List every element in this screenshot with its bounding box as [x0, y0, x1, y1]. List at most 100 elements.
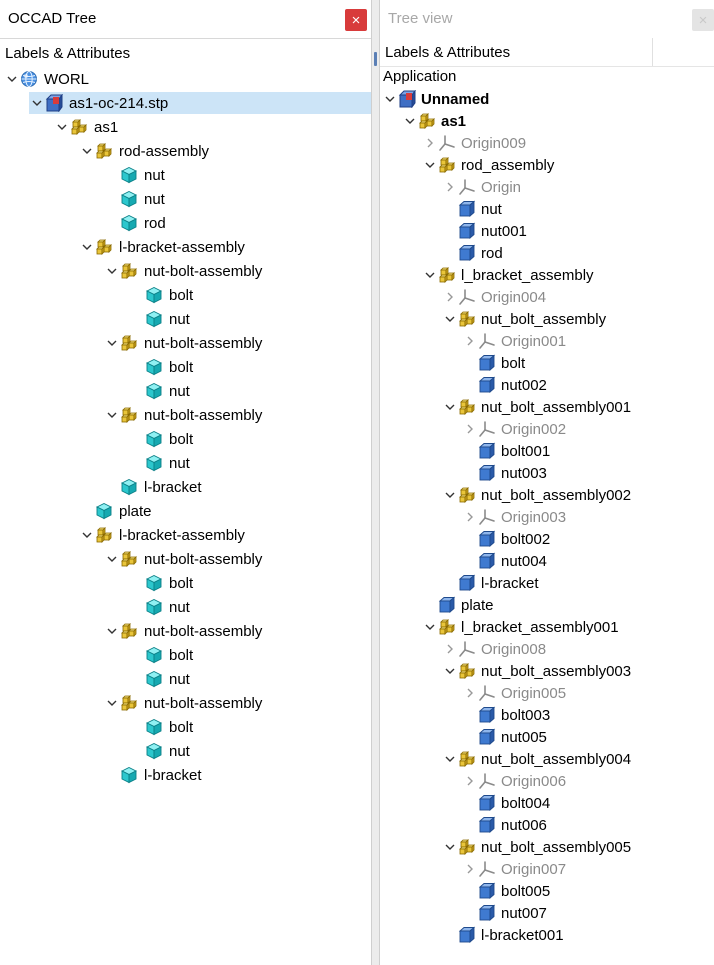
tree-item[interactable]: rod_assembly: [422, 154, 554, 176]
tree-item[interactable]: as1-oc-214.stp: [29, 92, 371, 114]
tree-item[interactable]: nut: [129, 452, 190, 474]
tree-item[interactable]: nut002: [462, 374, 547, 396]
chevron-down-icon[interactable]: [79, 524, 95, 546]
chevron-down-icon[interactable]: [402, 110, 418, 132]
tree-item[interactable]: Origin007: [462, 858, 566, 880]
tree-item[interactable]: nut-bolt-assembly: [104, 404, 262, 426]
tree-item[interactable]: nut_bolt_assembly003: [442, 660, 631, 682]
chevron-right-icon[interactable]: [462, 858, 478, 880]
chevron-down-icon[interactable]: [422, 616, 438, 638]
tree-item[interactable]: nut007: [462, 902, 547, 924]
tree-item[interactable]: nut-bolt-assembly: [104, 692, 262, 714]
close-button[interactable]: ×: [345, 9, 367, 31]
tree-item[interactable]: bolt: [129, 356, 193, 378]
tree-item[interactable]: nut-bolt-assembly: [104, 260, 262, 282]
tree-item[interactable]: WORL: [4, 68, 89, 90]
tree-item[interactable]: nut_bolt_assembly: [442, 308, 606, 330]
tree-item[interactable]: nut: [104, 164, 165, 186]
tree-item[interactable]: Origin002: [462, 418, 566, 440]
tree-item[interactable]: rod: [104, 212, 166, 234]
chevron-down-icon[interactable]: [104, 260, 120, 282]
tree-item[interactable]: Origin008: [442, 638, 546, 660]
chevron-right-icon[interactable]: [422, 132, 438, 154]
tree-item[interactable]: bolt: [129, 644, 193, 666]
tree-item[interactable]: as1: [402, 110, 466, 132]
chevron-down-icon[interactable]: [422, 154, 438, 176]
chevron-down-icon[interactable]: [54, 116, 70, 138]
tree-item[interactable]: plate: [422, 594, 494, 616]
tree-item[interactable]: l-bracket: [442, 572, 539, 594]
tree-item[interactable]: plate: [79, 500, 152, 522]
chevron-down-icon[interactable]: [442, 396, 458, 418]
tree-item[interactable]: nut_bolt_assembly001: [442, 396, 631, 418]
chevron-down-icon[interactable]: [104, 620, 120, 642]
tree-item[interactable]: nut-bolt-assembly: [104, 548, 262, 570]
column-header[interactable]: Labels & Attributes: [0, 39, 371, 67]
tree-item[interactable]: nut_bolt_assembly002: [442, 484, 631, 506]
tree-item[interactable]: l_bracket_assembly001: [422, 616, 619, 638]
chevron-down-icon[interactable]: [442, 660, 458, 682]
splitter-handle[interactable]: [371, 0, 380, 965]
splitter-grip[interactable]: [374, 52, 377, 66]
column-header[interactable]: Labels & Attributes: [380, 38, 714, 67]
chevron-right-icon[interactable]: [442, 286, 458, 308]
tree-item[interactable]: nut: [129, 380, 190, 402]
tree-item[interactable]: bolt: [129, 428, 193, 450]
tree-item[interactable]: Origin001: [462, 330, 566, 352]
chevron-right-icon[interactable]: [442, 638, 458, 660]
tree-item[interactable]: nut001: [442, 220, 527, 242]
tree-item[interactable]: nut: [129, 740, 190, 762]
chevron-down-icon[interactable]: [382, 88, 398, 110]
tree-item[interactable]: nut: [104, 188, 165, 210]
chevron-down-icon[interactable]: [4, 68, 20, 90]
chevron-down-icon[interactable]: [104, 404, 120, 426]
chevron-down-icon[interactable]: [104, 332, 120, 354]
chevron-right-icon[interactable]: [462, 506, 478, 528]
tree-item[interactable]: l_bracket_assembly: [422, 264, 594, 286]
chevron-right-icon[interactable]: [462, 418, 478, 440]
close-button[interactable]: ×: [692, 9, 714, 31]
tree-item[interactable]: nut_bolt_assembly004: [442, 748, 631, 770]
tree-item[interactable]: nut-bolt-assembly: [104, 332, 262, 354]
chevron-right-icon[interactable]: [462, 770, 478, 792]
tree-item[interactable]: bolt004: [462, 792, 550, 814]
tree-item[interactable]: bolt: [129, 572, 193, 594]
chevron-down-icon[interactable]: [442, 484, 458, 506]
tree-item[interactable]: rod-assembly: [79, 140, 209, 162]
chevron-right-icon[interactable]: [442, 176, 458, 198]
tree-item[interactable]: bolt: [129, 716, 193, 738]
chevron-down-icon[interactable]: [442, 748, 458, 770]
tree-item[interactable]: nut_bolt_assembly005: [442, 836, 631, 858]
tree-item[interactable]: bolt001: [462, 440, 550, 462]
tree-item[interactable]: nut-bolt-assembly: [104, 620, 262, 642]
tree-item[interactable]: Origin006: [462, 770, 566, 792]
chevron-down-icon[interactable]: [104, 692, 120, 714]
tree-item[interactable]: nut: [442, 198, 502, 220]
tree-item[interactable]: Unnamed: [382, 88, 489, 110]
tree-item[interactable]: l-bracket-assembly: [79, 236, 245, 258]
chevron-down-icon[interactable]: [104, 548, 120, 570]
chevron-right-icon[interactable]: [462, 682, 478, 704]
tree-item[interactable]: nut: [129, 596, 190, 618]
tree-item[interactable]: l-bracket001: [442, 924, 564, 946]
tree-item[interactable]: nut004: [462, 550, 547, 572]
tree-item[interactable]: bolt: [462, 352, 525, 374]
tree-item[interactable]: Origin005: [462, 682, 566, 704]
tree-item[interactable]: nut: [129, 668, 190, 690]
tree-item[interactable]: l-bracket-assembly: [79, 524, 245, 546]
tree-item[interactable]: bolt005: [462, 880, 550, 902]
tree-item[interactable]: l-bracket: [104, 476, 202, 498]
tree-item[interactable]: l-bracket: [104, 764, 202, 786]
chevron-right-icon[interactable]: [462, 330, 478, 352]
tree-item[interactable]: nut006: [462, 814, 547, 836]
chevron-down-icon[interactable]: [79, 140, 95, 162]
tree-item[interactable]: nut: [129, 308, 190, 330]
tree-item[interactable]: Origin: [442, 176, 521, 198]
tree-item[interactable]: Origin003: [462, 506, 566, 528]
chevron-down-icon[interactable]: [422, 264, 438, 286]
chevron-down-icon[interactable]: [79, 236, 95, 258]
chevron-down-icon[interactable]: [442, 836, 458, 858]
tree-item[interactable]: rod: [442, 242, 503, 264]
tree-item[interactable]: bolt002: [462, 528, 550, 550]
chevron-down-icon[interactable]: [442, 308, 458, 330]
